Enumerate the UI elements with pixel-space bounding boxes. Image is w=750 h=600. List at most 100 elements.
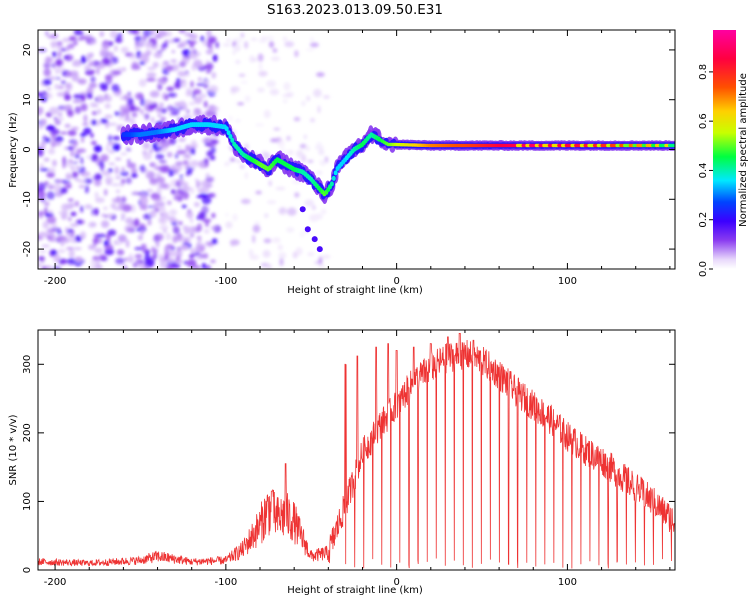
noise-blob <box>250 38 258 41</box>
noise-blob <box>57 248 66 254</box>
noise-blob <box>57 111 63 118</box>
figure-title: S163.2023.013.09.50.E31 <box>267 2 443 18</box>
noise-blob <box>42 265 47 269</box>
noise-blob <box>189 160 200 167</box>
snr-x-tick-label: -200 <box>44 577 67 588</box>
noise-blob <box>210 139 219 144</box>
noise-blob <box>169 112 179 116</box>
noise-blob <box>304 199 315 207</box>
noise-blob <box>321 254 331 259</box>
colorbar-tick-label: 0.8 <box>698 64 709 80</box>
noise-blob <box>68 249 75 258</box>
noise-blob <box>255 123 265 127</box>
noise-blob <box>83 114 88 123</box>
noise-blob <box>80 57 87 64</box>
noise-blob <box>185 173 190 177</box>
noise-blob <box>149 162 157 168</box>
noise-blob <box>178 61 187 68</box>
noise-blob <box>282 99 288 104</box>
noise-blob <box>164 250 170 258</box>
noise-blob <box>46 87 52 91</box>
noise-blob <box>79 231 87 240</box>
noise-blob <box>126 227 134 233</box>
noise-blob <box>282 94 292 98</box>
noise-blob <box>181 204 187 209</box>
spectrogram-x-tick-label: 0 <box>393 276 399 287</box>
noise-blob <box>44 56 53 64</box>
noise-blob <box>74 165 81 170</box>
noise-blob <box>205 49 214 55</box>
noise-blob <box>263 109 271 119</box>
noise-blob <box>98 237 103 244</box>
noise-blob <box>90 259 99 266</box>
noise-blob <box>165 244 174 249</box>
noise-blob <box>122 204 132 212</box>
noise-blob <box>235 119 241 123</box>
noise-blob <box>272 237 281 243</box>
noise-blob <box>165 232 172 241</box>
noise-blob <box>42 221 49 229</box>
noise-blob <box>86 87 94 95</box>
noise-blob <box>144 113 150 120</box>
spectrogram-x-axis-label: Height of straight line (km) <box>287 285 423 296</box>
noise-blob <box>43 62 51 69</box>
noise-blob <box>140 109 144 115</box>
noise-blob <box>84 204 93 210</box>
noise-blob <box>210 225 217 230</box>
noise-blob <box>240 32 245 38</box>
noise-blob <box>144 265 149 269</box>
noise-blob <box>55 58 64 67</box>
noise-blob <box>193 202 200 207</box>
noise-blob <box>125 239 130 248</box>
noise-blob <box>74 106 82 114</box>
spectrogram-x-tick-label: 100 <box>558 276 577 287</box>
snr-y-tick-label: 200 <box>22 423 33 442</box>
noise-blob <box>107 168 114 173</box>
noise-blob <box>115 189 121 194</box>
noise-blob <box>166 151 173 158</box>
noise-blob <box>127 158 131 164</box>
noise-blob <box>186 166 193 174</box>
noise-blob <box>52 183 62 192</box>
noise-blob <box>112 197 123 204</box>
noise-blob <box>157 30 167 38</box>
noise-blob <box>230 86 240 93</box>
noise-blob <box>258 62 263 71</box>
noise-blob <box>264 213 269 219</box>
noise-blob <box>192 112 198 116</box>
noise-blob <box>279 257 284 267</box>
noise-blob <box>146 72 157 78</box>
noise-blob <box>52 51 57 58</box>
noise-blob <box>155 106 161 113</box>
noise-blob <box>164 39 169 45</box>
noise-blob <box>278 252 287 259</box>
spectrogram-x-tick-label: -200 <box>44 276 67 287</box>
noise-blob <box>87 53 93 59</box>
noise-blob <box>52 141 57 148</box>
noise-blob <box>225 161 232 166</box>
noise-blob <box>317 105 321 114</box>
noise-blob <box>97 95 105 103</box>
noise-blob <box>307 160 314 163</box>
noise-blob <box>207 192 216 198</box>
noise-blob <box>108 134 113 143</box>
noise-blob <box>149 90 160 98</box>
noise-blob <box>254 221 261 225</box>
noise-blob <box>129 117 136 125</box>
noise-blob <box>275 186 286 191</box>
noise-blob <box>164 94 169 101</box>
noise-blob <box>240 198 251 204</box>
noise-blob <box>64 226 68 232</box>
noise-blob <box>72 99 83 104</box>
noise-blob <box>80 156 84 165</box>
noise-blob <box>90 76 96 83</box>
noise-blob <box>71 126 79 131</box>
noise-blob <box>307 252 315 257</box>
noise-blob <box>159 102 164 108</box>
noise-blob <box>50 41 59 47</box>
noise-blob <box>43 157 50 162</box>
noise-blob <box>131 173 138 178</box>
noise-blob <box>156 186 162 195</box>
noise-blob <box>202 80 210 85</box>
noise-blob <box>47 226 56 230</box>
